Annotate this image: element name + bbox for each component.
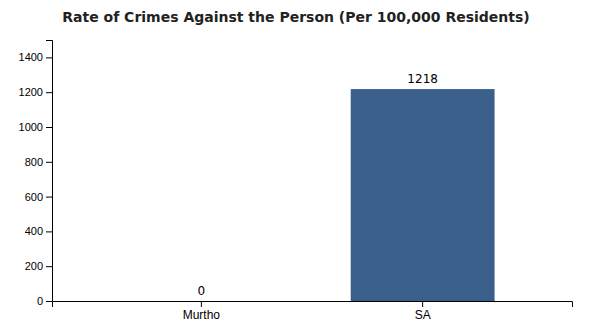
y-tick-mark [46, 162, 52, 163]
y-tick-label: 1400 [19, 51, 43, 63]
y-tick: 1000 [19, 121, 52, 133]
bar [129, 301, 273, 302]
y-tick-mark [46, 57, 52, 58]
y-tick-mark [46, 197, 52, 198]
bars [351, 89, 495, 301]
data-label: 0 [198, 284, 206, 298]
y-tick-mark [46, 92, 52, 93]
chart-svg: Rate of Crimes Against the Person (Per 1… [0, 0, 592, 333]
y-tick: 200 [25, 260, 52, 272]
x-tick-label: Murtho [183, 308, 221, 322]
y-tick-label: 800 [25, 156, 43, 168]
x-axis: Murtho SA [53, 301, 573, 322]
y-tick-label: 1200 [19, 86, 43, 98]
x-tick-label: SA [415, 308, 431, 322]
x-tick: Murtho [183, 301, 221, 322]
x-axis-line [53, 302, 573, 308]
y-tick-label: 400 [25, 225, 43, 237]
plot-area: 0 200 400 600 800 1000 1200 1400 Murtho SA 0 1218 [19, 41, 573, 322]
chart-title: Rate of Crimes Against the Person (Per 1… [62, 9, 529, 25]
y-tick-label: 200 [25, 260, 43, 272]
y-tick-mark [46, 266, 52, 267]
y-tick-label: 600 [25, 191, 43, 203]
bar [351, 89, 495, 301]
y-tick-label: 0 [37, 295, 43, 307]
y-axis: 0 200 400 600 800 1000 1200 1400 [19, 41, 53, 308]
chart-container: Rate of Crimes Against the Person (Per 1… [0, 0, 592, 333]
y-tick: 400 [25, 225, 52, 237]
y-tick: 1200 [19, 86, 52, 98]
data-label: 1218 [407, 72, 438, 86]
y-tick: 800 [25, 156, 52, 168]
x-tick: SA [415, 301, 431, 322]
y-tick-mark [46, 127, 52, 128]
y-axis-line [46, 41, 53, 302]
y-tick-label: 1000 [19, 121, 43, 133]
y-tick: 1400 [19, 51, 52, 63]
x-tick-mark [422, 301, 423, 307]
data-labels: 0 1218 [198, 72, 438, 298]
y-tick: 600 [25, 191, 52, 203]
y-tick-mark [46, 231, 52, 232]
y-tick-mark [46, 301, 52, 302]
y-tick: 0 [37, 295, 52, 307]
x-tick-mark [201, 301, 202, 307]
